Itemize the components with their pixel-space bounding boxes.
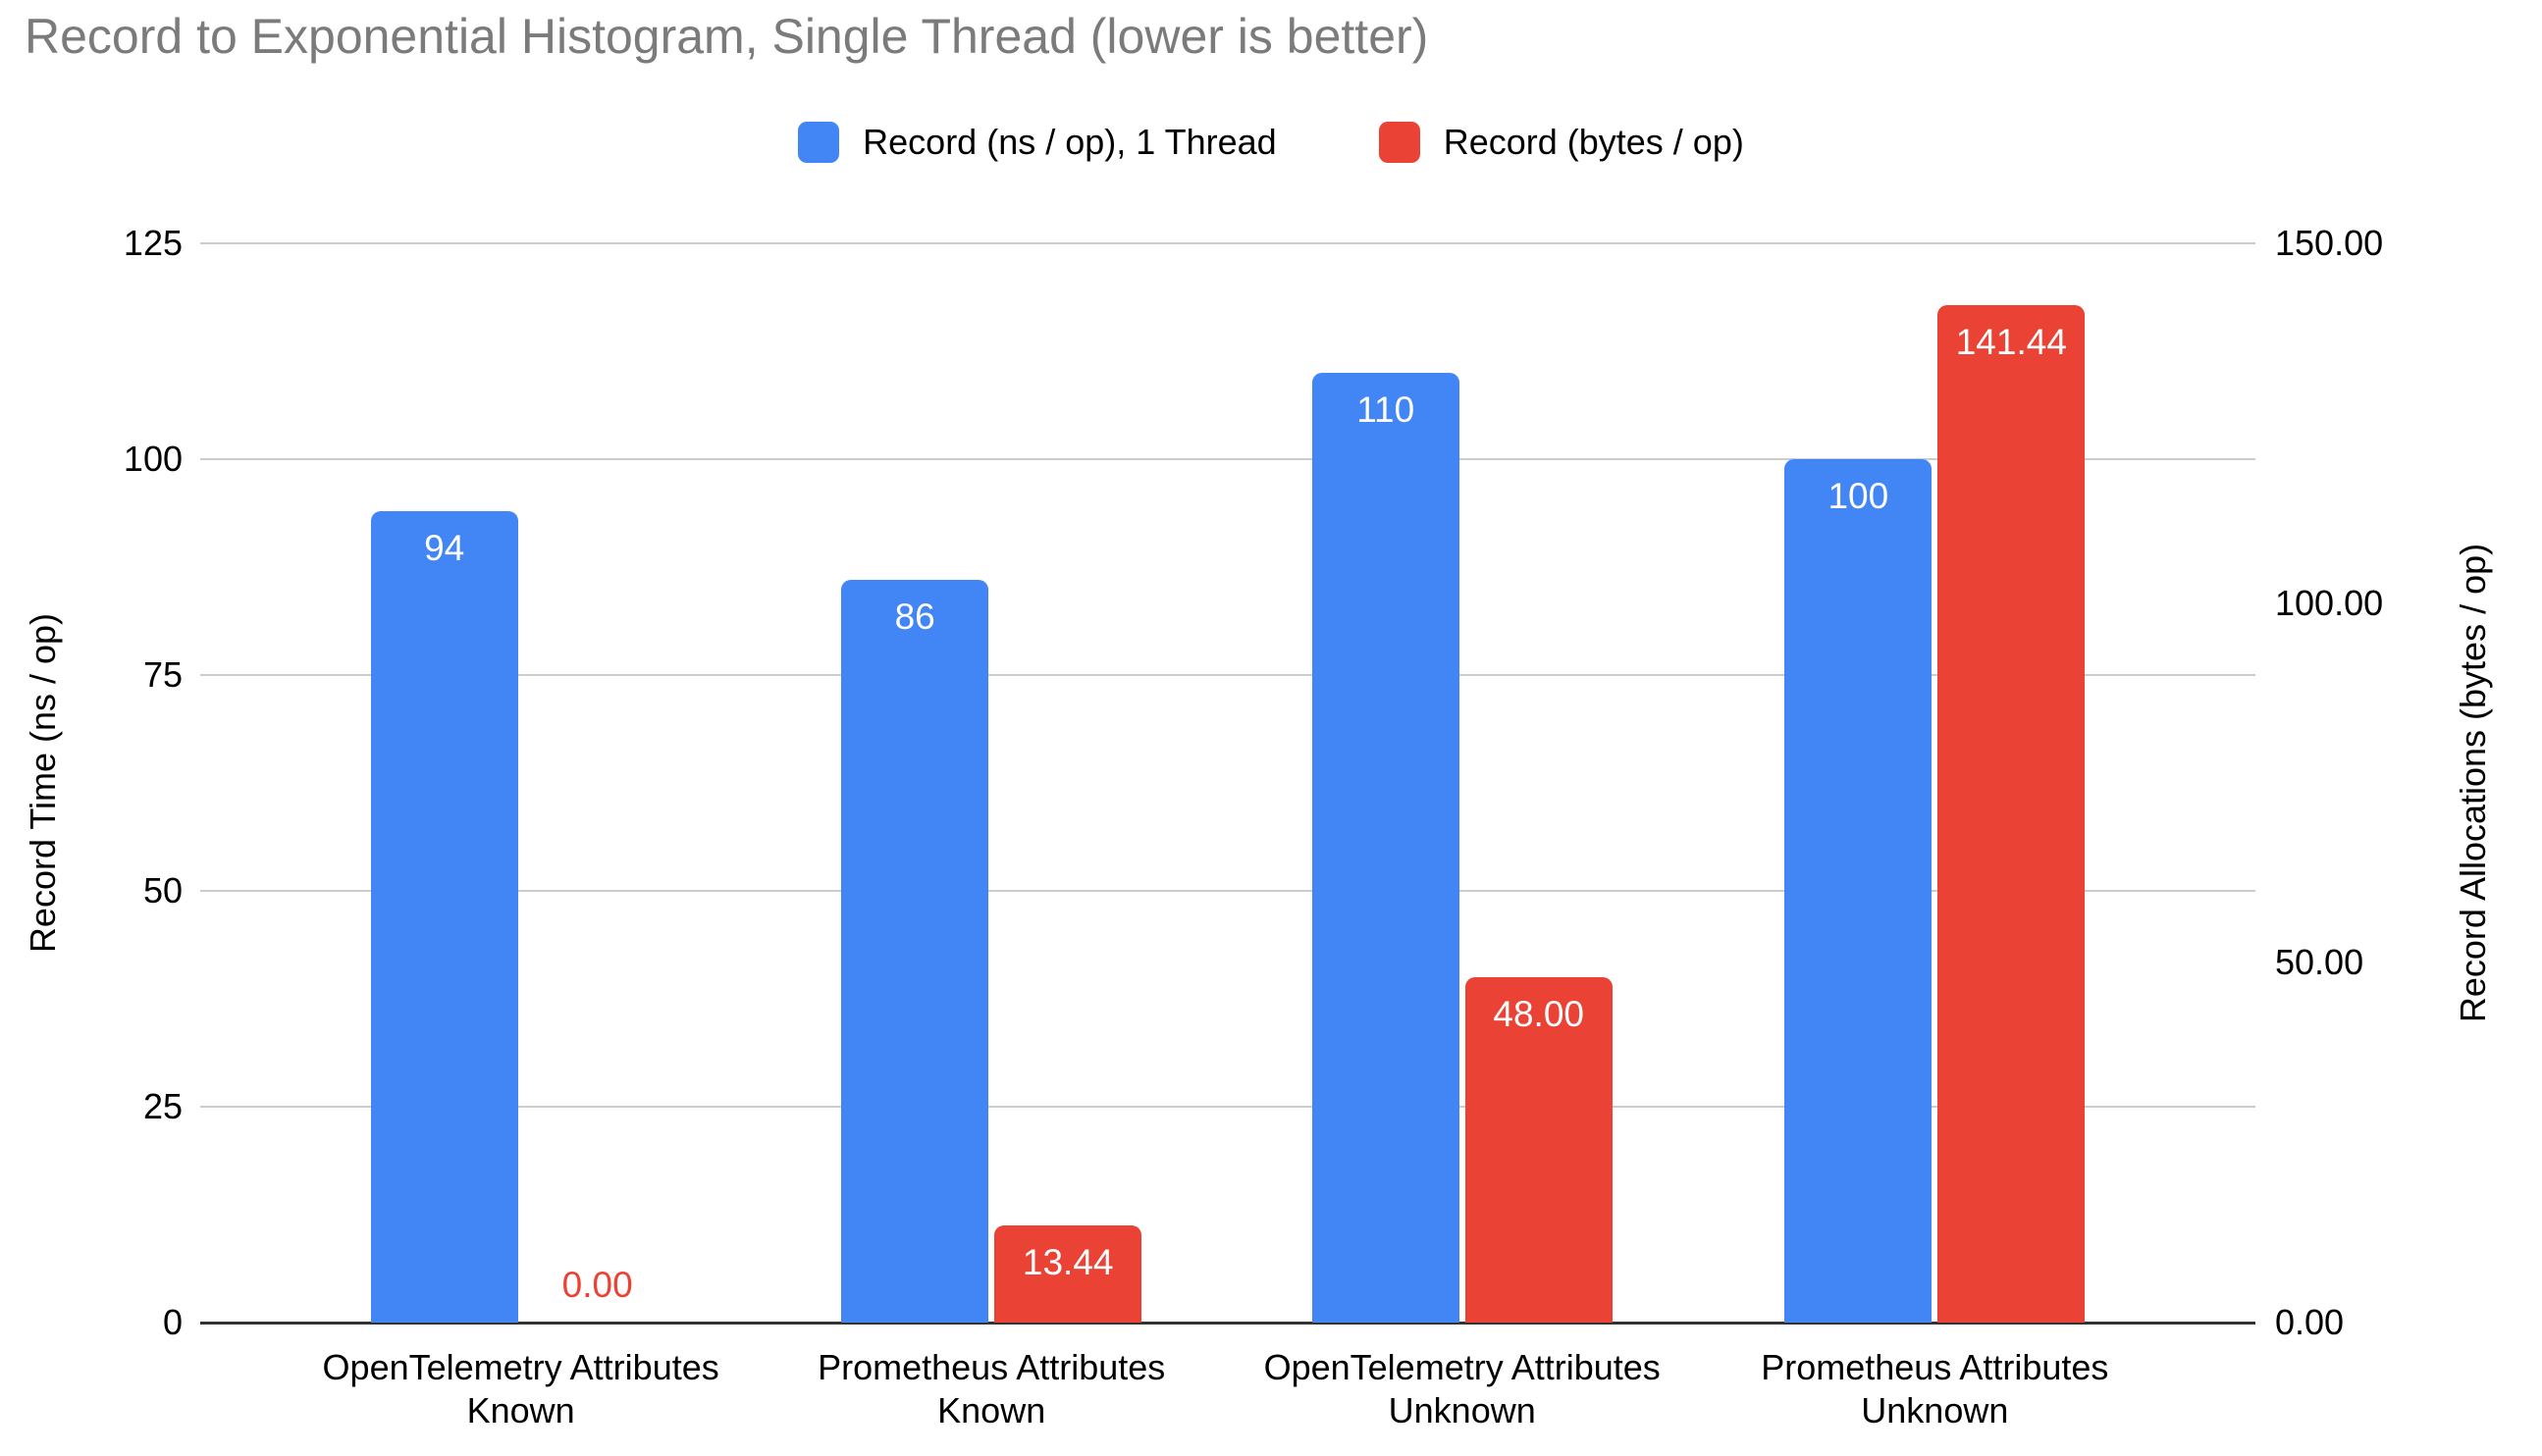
category-label-line: Unknown — [1861, 1390, 2009, 1430]
bar-record-bytes-3[interactable] — [1937, 304, 2086, 1323]
category-label-line: Known — [466, 1390, 575, 1430]
category-label-2: OpenTelemetry Attributes Unknown — [1158, 1346, 1767, 1432]
left-axis-tick-100: 100 — [123, 439, 183, 479]
legend-swatch-record-ns — [798, 122, 840, 163]
gridline-75 — [200, 674, 2255, 676]
bar-record-bytes-1[interactable] — [994, 1225, 1142, 1323]
category-label-line: Prometheus Attributes — [1761, 1347, 2109, 1387]
right-axis-tick-150.00: 150.00 — [2275, 223, 2384, 263]
bar-record-bytes-2[interactable] — [1464, 977, 1613, 1323]
category-label-line: OpenTelemetry Attributes — [1263, 1347, 1661, 1387]
legend-item-record-ns[interactable]: Record (ns / op), 1 Thread — [798, 122, 1277, 163]
right-axis-title: Record Allocations (bytes / op) — [2453, 543, 2493, 1023]
legend-label-record-ns: Record (ns / op), 1 Thread — [863, 122, 1277, 162]
left-axis-tick-25: 25 — [142, 1086, 183, 1126]
category-label-0: OpenTelemetry Attributes Known — [217, 1346, 825, 1432]
category-label-3: Prometheus Attributes Unknown — [1630, 1346, 2239, 1432]
category-label-1: Prometheus Attributes Known — [687, 1346, 1296, 1432]
category-label-line: OpenTelemetry Attributes — [322, 1347, 719, 1387]
gridline-25 — [200, 1106, 2255, 1108]
bar-label-record-ns-0: 94 — [424, 527, 465, 568]
right-axis-tick-50.00: 50.00 — [2275, 942, 2364, 983]
legend-item-record-bytes[interactable]: Record (bytes / op) — [1378, 122, 1744, 163]
gridline-100 — [200, 458, 2255, 460]
bar-record-ns-3[interactable] — [1784, 459, 1933, 1323]
left-axis-tick-0: 0 — [162, 1302, 183, 1342]
legend-label-record-bytes: Record (bytes / op) — [1443, 122, 1744, 162]
bar-label-record-ns-2: 110 — [1356, 390, 1415, 430]
bar-label-record-bytes-3: 141.44 — [1955, 321, 2067, 362]
bar-label-record-ns-3: 100 — [1827, 476, 1889, 516]
gridline-125 — [200, 242, 2255, 244]
right-axis-tick-100.00: 100.00 — [2275, 582, 2384, 623]
bar-record-ns-2[interactable] — [1311, 373, 1459, 1323]
left-axis-tick-50: 50 — [142, 870, 183, 910]
category-label-line: Prometheus Attributes — [818, 1347, 1166, 1387]
bar-label-record-bytes-1: 13.44 — [1022, 1242, 1114, 1283]
x-axis-baseline — [200, 1322, 2255, 1325]
bar-label-record-bytes-2: 48.00 — [1493, 994, 1584, 1034]
category-label-line: Known — [937, 1390, 1046, 1430]
legend: Record (ns / op), 1 Thread Record (bytes… — [0, 122, 2542, 163]
left-axis-title: Record Time (ns / op) — [23, 612, 63, 954]
bar-label-record-ns-1: 86 — [894, 597, 935, 638]
right-axis-tick-0.00: 0.00 — [2275, 1302, 2345, 1342]
bar-label-record-bytes-0: 0.00 — [561, 1265, 633, 1305]
bar-record-ns-0[interactable] — [370, 510, 518, 1323]
chart-title: Record to Exponential Histogram, Single … — [25, 9, 1429, 64]
category-label-line: Unknown — [1388, 1390, 1536, 1430]
bar-record-ns-1[interactable] — [841, 580, 989, 1323]
legend-swatch-record-bytes — [1378, 122, 1420, 163]
left-axis-tick-125: 125 — [123, 223, 183, 263]
left-axis-tick-75: 75 — [142, 654, 183, 695]
gridline-50 — [200, 890, 2255, 892]
